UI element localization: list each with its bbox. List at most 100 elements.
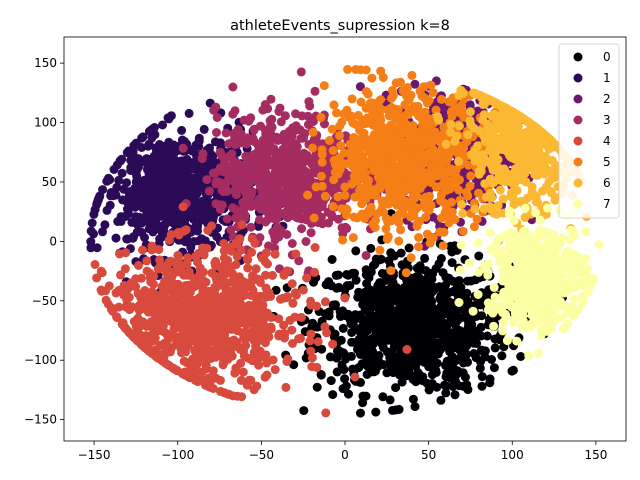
data-point — [356, 65, 366, 75]
data-point — [314, 195, 324, 205]
data-point — [231, 284, 241, 293]
data-point — [359, 191, 369, 201]
data-point — [418, 372, 428, 382]
data-point — [154, 245, 164, 255]
data-point — [489, 363, 499, 373]
data-point — [184, 108, 194, 118]
data-point — [440, 208, 450, 218]
data-point — [320, 322, 330, 332]
data-point — [382, 368, 392, 378]
data-point — [410, 359, 420, 368]
data-point — [152, 175, 162, 185]
data-point — [394, 236, 404, 246]
data-point — [178, 143, 188, 153]
data-point — [404, 135, 414, 145]
data-point — [473, 297, 483, 307]
data-point — [441, 388, 451, 398]
data-point — [207, 221, 217, 231]
data-point — [261, 292, 271, 302]
data-point — [332, 283, 342, 293]
data-point — [470, 334, 480, 344]
data-point — [111, 233, 121, 243]
data-point — [155, 140, 164, 149]
data-point — [264, 241, 273, 251]
data-point — [312, 382, 322, 392]
data-point — [104, 281, 114, 291]
data-point — [174, 230, 184, 240]
data-point — [157, 299, 167, 309]
data-point — [383, 232, 393, 242]
data-point — [250, 238, 260, 248]
data-point — [338, 348, 348, 358]
data-point — [531, 150, 541, 160]
data-point — [361, 87, 371, 97]
data-point — [126, 166, 136, 175]
data-point — [310, 267, 320, 277]
data-point — [240, 176, 250, 186]
data-point — [290, 158, 300, 168]
data-point — [369, 185, 379, 195]
data-point — [317, 157, 327, 167]
data-point — [147, 224, 157, 233]
data-point — [288, 173, 298, 183]
data-point — [156, 203, 166, 213]
data-point — [335, 131, 344, 141]
data-point — [302, 273, 312, 283]
data-point — [238, 198, 248, 208]
data-point — [283, 213, 293, 223]
data-point — [310, 156, 319, 166]
data-point — [359, 128, 369, 138]
data-point — [252, 161, 262, 171]
data-point — [235, 308, 245, 318]
data-point — [246, 327, 256, 337]
data-point — [149, 271, 159, 281]
data-point — [296, 333, 305, 343]
data-point — [470, 204, 480, 214]
data-point — [389, 105, 399, 115]
data-point — [211, 102, 221, 112]
data-point — [231, 184, 241, 194]
data-point — [131, 159, 141, 169]
data-point — [86, 226, 96, 236]
data-point — [255, 174, 265, 184]
data-point — [416, 334, 426, 344]
data-point — [384, 292, 394, 302]
data-point — [376, 292, 386, 302]
data-point — [392, 123, 402, 133]
data-point — [395, 292, 405, 302]
data-point — [167, 165, 177, 175]
data-point — [490, 343, 500, 353]
data-point — [305, 336, 315, 346]
data-point — [246, 156, 256, 166]
data-point — [261, 181, 271, 191]
data-point — [416, 351, 426, 361]
data-point — [237, 392, 247, 402]
data-point — [328, 202, 338, 211]
data-point — [453, 305, 463, 315]
data-point — [465, 107, 475, 117]
data-point — [142, 256, 152, 266]
data-point — [195, 263, 205, 273]
data-point — [173, 250, 183, 260]
data-point — [356, 350, 365, 359]
data-point — [148, 279, 158, 289]
data-point — [429, 321, 439, 331]
data-point — [296, 67, 306, 77]
data-point — [369, 365, 379, 375]
data-point — [117, 168, 127, 178]
data-point — [394, 370, 404, 380]
data-point — [428, 233, 438, 243]
data-point — [299, 406, 309, 416]
data-point — [489, 111, 499, 121]
data-point — [366, 334, 376, 344]
data-point — [212, 128, 221, 137]
data-point — [328, 339, 338, 349]
data-point — [338, 323, 348, 333]
data-point — [458, 381, 468, 391]
data-point — [420, 253, 430, 263]
data-point — [274, 107, 284, 116]
data-point — [448, 287, 458, 296]
data-point — [210, 282, 220, 292]
data-point — [520, 169, 530, 178]
data-point — [301, 237, 311, 246]
